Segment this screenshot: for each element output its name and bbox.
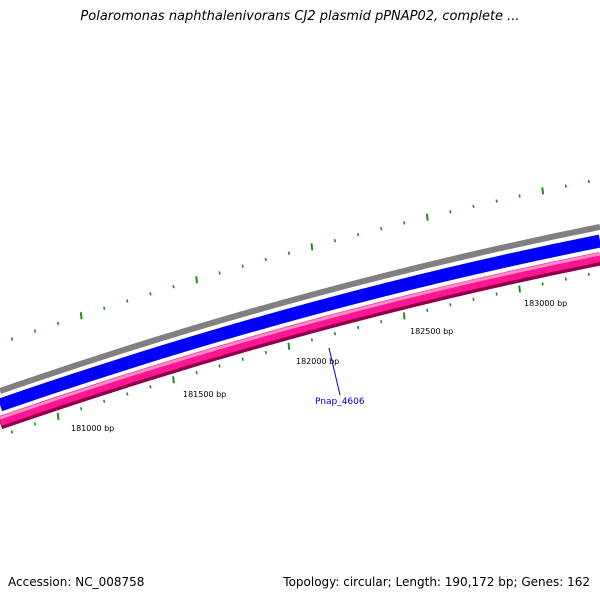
major-tick-mark <box>425 213 429 221</box>
position-label-183000: 183000 bp <box>524 299 567 308</box>
minor-tick-mark <box>80 407 83 411</box>
minor-tick-mark <box>149 292 152 296</box>
minor-tick-mark <box>241 357 244 361</box>
backbone-track <box>0 224 600 394</box>
minor-tick-mark <box>587 179 591 184</box>
minor-tick-mark <box>10 430 14 434</box>
position-label-181500: 181500 bp <box>183 390 226 399</box>
minor-tick-mark <box>126 299 129 303</box>
minor-tick-mark <box>103 306 106 311</box>
minor-tick-mark <box>241 264 244 268</box>
minor-tick-mark <box>356 325 360 330</box>
reverse-strand-track-edge <box>0 252 600 430</box>
map-title: Polaromonas naphthalenivorans CJ2 plasmi… <box>80 9 520 24</box>
minor-tick-mark <box>287 251 291 255</box>
minor-tick-mark <box>380 319 383 324</box>
minor-tick-mark <box>10 337 14 341</box>
minor-tick-mark <box>541 282 544 286</box>
major-tick-mark <box>518 285 521 293</box>
minor-tick-mark <box>103 399 106 404</box>
minor-tick-mark <box>264 257 267 262</box>
minor-tick-mark <box>310 338 314 342</box>
inner-tick-ring <box>10 272 591 434</box>
major-tick-mark <box>56 412 60 421</box>
reverse-strand-highlight <box>0 252 600 420</box>
minor-tick-mark <box>380 226 383 231</box>
minor-tick-mark <box>449 303 452 307</box>
minor-tick-mark <box>218 364 221 368</box>
gene-label-pnap-4606[interactable]: Pnap_4606 <box>315 397 365 407</box>
outer-tick-ring <box>10 179 591 341</box>
forward-strand-track <box>0 234 600 412</box>
major-tick-mark <box>541 187 545 195</box>
minor-tick-mark <box>587 272 591 277</box>
minor-tick-mark <box>426 308 429 313</box>
major-tick-mark <box>172 376 175 384</box>
minor-tick-mark <box>33 329 37 333</box>
minor-tick-mark <box>356 232 360 237</box>
minor-tick-mark <box>172 284 175 289</box>
minor-tick-mark <box>195 370 198 375</box>
major-tick-mark <box>402 312 406 320</box>
gene-leader-line <box>328 347 341 396</box>
major-tick-mark <box>79 312 83 320</box>
minor-tick-mark <box>564 277 567 281</box>
minor-tick-mark <box>403 221 406 225</box>
minor-tick-mark <box>56 321 60 326</box>
minor-tick-mark <box>149 385 152 389</box>
minor-tick-mark <box>472 204 475 209</box>
minor-tick-mark <box>564 184 567 188</box>
position-label-182500: 182500 bp <box>410 327 453 336</box>
minor-tick-mark <box>495 199 498 203</box>
major-tick-mark <box>195 276 198 284</box>
major-tick-mark <box>310 243 314 251</box>
minor-tick-mark <box>449 210 452 214</box>
minor-tick-mark <box>218 271 221 275</box>
accession-text: Accession: NC_008758 <box>8 575 145 589</box>
minor-tick-mark <box>495 292 498 296</box>
minor-tick-mark <box>264 350 267 355</box>
minor-tick-mark <box>33 422 37 426</box>
position-label-182000: 182000 bp <box>296 357 339 366</box>
minor-tick-mark <box>333 331 337 336</box>
minor-tick-mark <box>472 297 475 302</box>
topology-summary: Topology: circular; Length: 190,172 bp; … <box>283 575 590 589</box>
minor-tick-mark <box>126 392 129 396</box>
minor-tick-mark <box>518 194 521 198</box>
major-tick-mark <box>287 342 291 350</box>
minor-tick-mark <box>333 238 337 243</box>
position-label-181000: 181000 bp <box>71 424 114 433</box>
reverse-strand-track <box>0 252 600 426</box>
